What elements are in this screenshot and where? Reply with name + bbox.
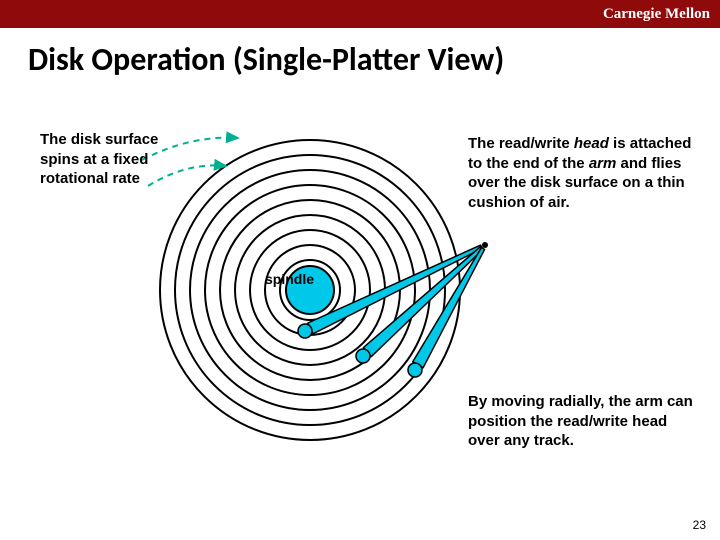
disk-diagram: The disk surface spins at a fixed rotati…	[0, 110, 720, 480]
page-title: Disk Operation (Single-Platter View)	[28, 40, 720, 79]
header-bar: Carnegie Mellon	[0, 0, 720, 28]
label-spin: The disk surface spins at a fixed rotati…	[40, 130, 180, 189]
org-name: Carnegie Mellon	[603, 6, 710, 23]
label-radial: By moving radially, the arm can position…	[468, 392, 698, 451]
label-spindle: spindle	[265, 270, 314, 288]
page-number: 23	[693, 518, 706, 532]
label-head: The read/write head is attached to the e…	[468, 134, 698, 212]
